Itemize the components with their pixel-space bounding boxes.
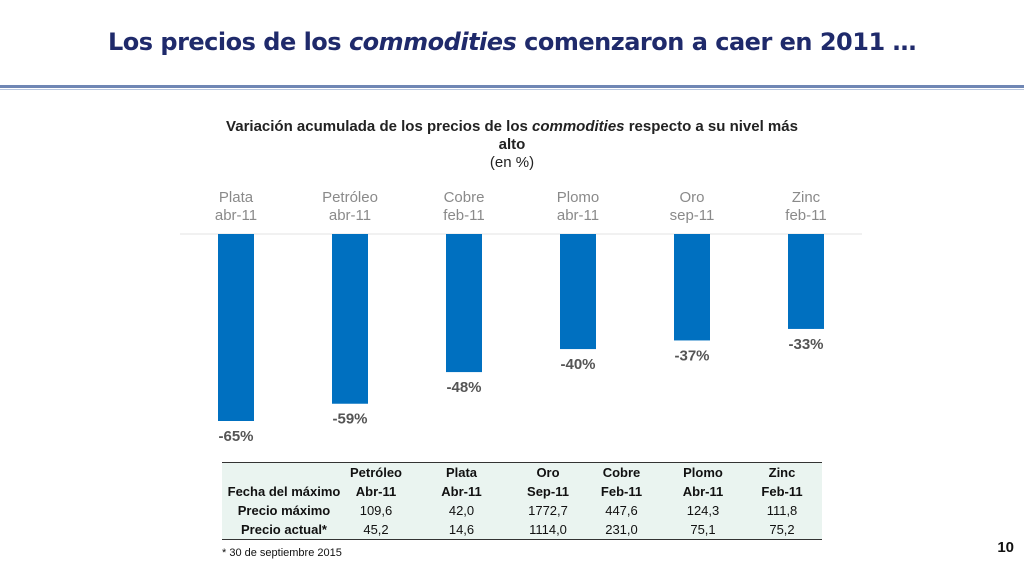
bar-oro xyxy=(674,234,710,341)
table-cell: Abr-11 xyxy=(441,484,482,499)
chart-title-text: Variación acumulada de los precios de lo… xyxy=(226,118,532,135)
table-cell: Abr-11 xyxy=(682,484,724,499)
category-label: Cobre xyxy=(444,189,485,206)
table-cell: 45,2 xyxy=(346,520,406,540)
table-cell: Abr-11 xyxy=(355,484,397,499)
table-header-cell: Plata xyxy=(406,462,517,482)
table-cell: 1772,7 xyxy=(528,503,568,518)
table-cell: 447,6 xyxy=(605,503,638,518)
data-label: -33% xyxy=(788,336,823,353)
category-label: Zinc xyxy=(792,189,821,206)
category-date-label: feb-11 xyxy=(785,207,826,224)
bar-plata xyxy=(218,234,254,421)
chart-title-emphasis: commodities xyxy=(532,118,625,135)
bar-zinc xyxy=(788,234,824,329)
bar-cobre xyxy=(446,234,482,373)
table-header-cell: Cobre xyxy=(579,462,664,482)
table-row-label: Precio máximo xyxy=(237,503,331,518)
table-cell: Feb-11 xyxy=(761,484,803,499)
table-row: Precio actual* 45,2 14,6 1114,0 231,0 75… xyxy=(222,520,822,540)
table-row: Precio máximo 109,6 42,0 1772,7 447,6 12… xyxy=(222,501,822,520)
table-header-row: Petróleo Plata Oro Cobre Plomo Zinc xyxy=(222,462,822,482)
table-cell: 75,2 xyxy=(742,520,822,540)
slide-title: Los precios de los commodities comenzaro… xyxy=(0,28,1024,56)
footnote: * 30 de septiembre 2015 xyxy=(222,547,342,559)
title-divider xyxy=(0,85,1024,88)
bar-chart: Plataabr-11-65%Petróleoabr-11-59%Cobrefe… xyxy=(180,189,862,445)
category-label: Oro xyxy=(679,189,704,206)
table-header-cell: Zinc xyxy=(742,462,822,482)
category-label: Plata xyxy=(219,189,254,206)
table-cell: 75,1 xyxy=(664,520,742,540)
chart-title-text-end: respecto a su nivel más alto xyxy=(498,118,798,153)
category-date-label: abr-11 xyxy=(215,207,257,224)
prices-table: Petróleo Plata Oro Cobre Plomo Zinc Fech… xyxy=(222,462,822,540)
table-header-cell: Plomo xyxy=(664,462,742,482)
title-divider-shadow xyxy=(0,89,1024,90)
table-cell: 124,3 xyxy=(686,503,720,518)
table-header-cell xyxy=(222,462,346,482)
table-header-cell: Oro xyxy=(517,462,579,482)
category-label: Plomo xyxy=(557,189,600,206)
category-date-label: abr-11 xyxy=(557,207,599,224)
bar-plomo xyxy=(560,234,596,350)
table-cell: 109,6 xyxy=(359,503,393,518)
category-date-label: sep-11 xyxy=(670,207,715,224)
chart-title: Variación acumulada de los precios de lo… xyxy=(212,118,812,172)
chart-subtitle: (en %) xyxy=(489,154,535,171)
data-label: -37% xyxy=(674,347,709,364)
table-row: Fecha del máximo Abr-11 Abr-11 Sep-11 Fe… xyxy=(222,482,822,501)
slide-title-text: Los precios de los xyxy=(107,28,349,56)
data-label: -40% xyxy=(560,356,595,373)
data-label: -65% xyxy=(218,428,253,445)
slide-title-text-end: comenzaron a caer en 2011 … xyxy=(516,28,917,56)
slide-title-emphasis: commodities xyxy=(348,28,517,56)
table-row-label: Fecha del máximo xyxy=(227,484,341,499)
category-date-label: feb-11 xyxy=(443,207,484,224)
table-cell: 14,6 xyxy=(406,520,517,540)
table-row-label: Precio actual* xyxy=(222,520,346,540)
table-cell: Sep-11 xyxy=(527,484,569,499)
table-cell: 111,8 xyxy=(766,503,798,518)
bar-petróleo xyxy=(332,234,368,404)
data-label: -48% xyxy=(446,379,481,396)
table-cell: 231,0 xyxy=(579,520,664,540)
page-number: 10 xyxy=(997,539,1014,556)
table-cell: 42,0 xyxy=(448,503,475,518)
category-date-label: abr-11 xyxy=(329,207,371,224)
category-label: Petróleo xyxy=(322,189,378,206)
data-label: -59% xyxy=(332,411,367,428)
table-cell: 1114,0 xyxy=(517,520,579,540)
table-cell: Feb-11 xyxy=(600,484,643,499)
table-header-cell: Petróleo xyxy=(346,462,406,482)
